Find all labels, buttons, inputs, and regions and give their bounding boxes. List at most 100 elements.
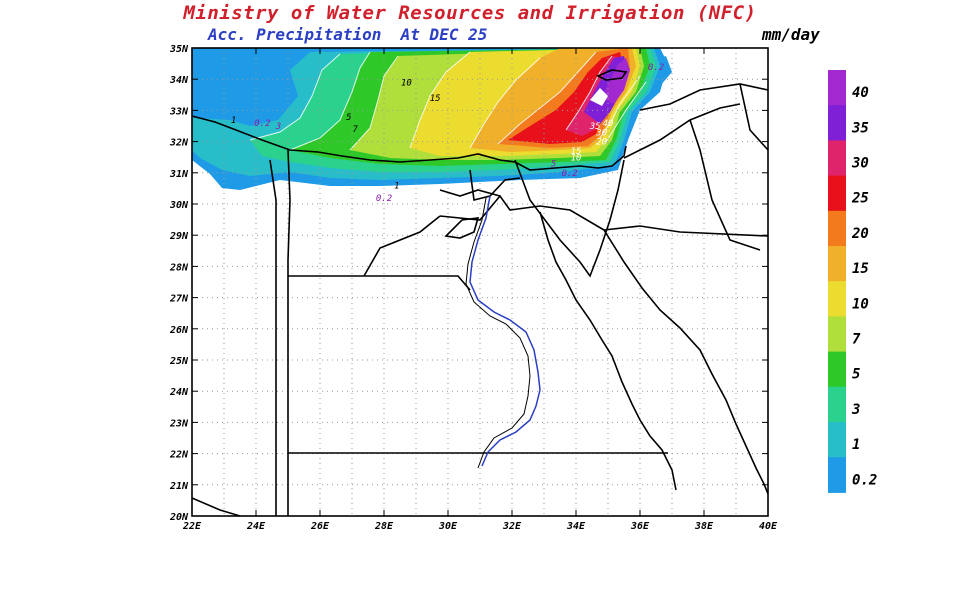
colorbar-label: 10 <box>852 296 869 312</box>
border-east <box>739 83 769 151</box>
lon-tick-label: 32E <box>502 521 522 532</box>
lat-tick-label: 32N <box>169 138 189 149</box>
province-line-2 <box>363 215 441 277</box>
province-line-4 <box>439 189 501 197</box>
boundaries <box>191 69 769 517</box>
contour-label: 7 <box>352 125 358 135</box>
colorbar-segment <box>828 105 846 141</box>
plot-frame <box>191 47 769 517</box>
province-line-3 <box>439 194 605 231</box>
province-line <box>288 275 471 291</box>
nile-banks <box>465 197 531 469</box>
lon-tick-label: 38E <box>694 521 714 532</box>
lat-tick-label: 31N <box>169 169 189 180</box>
coastline-mediterranean <box>191 115 627 171</box>
unit-label: mm/day <box>762 25 820 44</box>
contour-label: 15 <box>571 147 582 157</box>
lat-tick-label: 24N <box>169 387 189 398</box>
lon-tick-label: 26E <box>310 521 330 532</box>
contour-label: 10 <box>401 78 412 88</box>
colorbar-segment <box>828 175 846 212</box>
coast-red-sea-arabia <box>603 229 769 495</box>
colorbar-label: 7 <box>852 332 861 348</box>
colorbar-segment <box>828 140 846 177</box>
border-iraq <box>689 119 761 251</box>
contour-label: 5 <box>346 113 351 123</box>
lat-tick-label: 23N <box>169 418 189 429</box>
lat-tick-label: 22N <box>169 450 189 461</box>
colorbar: 40 35 30 25 20 15 10 7 5 3 1 0.2 <box>828 70 877 493</box>
lon-tick-label: 40E <box>759 521 778 532</box>
lat-tick-label: 33N <box>169 106 189 117</box>
contour-label: 35 <box>589 122 601 132</box>
fayoum-outline <box>444 217 480 239</box>
border-syria <box>639 83 769 111</box>
colorbar-label: 25 <box>851 191 869 207</box>
contour-label: 0.2 <box>376 194 392 204</box>
lat-tick-label: 26N <box>169 325 189 336</box>
contour-label: 1 <box>231 116 236 126</box>
colorbar-segment <box>828 281 846 317</box>
lat-tick-label: 21N <box>169 481 189 492</box>
colorbar-label: 1 <box>852 437 860 453</box>
lon-tick-label: 30E <box>438 521 458 532</box>
contour-label: 3 <box>275 122 281 132</box>
lat-tick-label: 30N <box>169 200 189 211</box>
colorbar-segment <box>828 351 846 388</box>
lat-tick-label: 28N <box>169 262 189 273</box>
colorbar-segment <box>828 70 846 106</box>
precip-fill-layer <box>192 48 672 190</box>
contour-label: 40 <box>603 119 614 129</box>
colorbar-label: 40 <box>852 85 869 101</box>
lon-tick-label: 28E <box>374 521 394 532</box>
border-chad <box>191 497 241 517</box>
colorbar-label: 5 <box>852 367 860 383</box>
precip-gap <box>590 88 608 106</box>
lon-tick-label: 22E <box>182 521 202 532</box>
chart-title: Ministry of Water Resources and Irrigati… <box>183 2 757 24</box>
lon-tick-label: 34E <box>566 521 586 532</box>
border-libya-inner <box>269 159 277 516</box>
axis-ticks <box>191 47 769 517</box>
border-saudi <box>603 225 769 237</box>
colorbar-segment <box>828 316 846 353</box>
chart-subtitle: Acc. Precipitation At DEC 25 <box>208 25 488 44</box>
colorbar-label: 15 <box>852 261 869 277</box>
contour-label: 0.2 <box>254 119 270 129</box>
contour-label: 5 <box>551 160 556 170</box>
nile-river <box>469 195 541 467</box>
colorbar-segment <box>828 457 846 493</box>
border-egypt-libya <box>287 149 291 516</box>
contour-label: 1 <box>394 181 399 191</box>
colorbar-label: 35 <box>851 120 869 136</box>
longitude-labels: 22E 24E 26E 28E 30E 32E 34E 36E 38E 40E <box>182 521 778 532</box>
precip-band-40 <box>602 58 630 104</box>
lat-tick-label: 35N <box>169 44 189 55</box>
lat-tick-label: 34N <box>169 75 189 86</box>
colorbar-segment <box>828 386 846 423</box>
border-jordan <box>623 103 741 159</box>
latitude-labels: 35N 34N 33N 32N 31N 30N 29N 28N 27N 26N 25N 24N 23N 2… <box>169 44 189 523</box>
lat-tick-label: 20N <box>169 512 189 523</box>
colorbar-segment <box>828 422 846 458</box>
contour-label: 0.2 <box>648 63 664 73</box>
contour-label: 30 <box>595 128 607 138</box>
contour-lines <box>249 51 647 151</box>
contour-label: 0.2 <box>561 169 577 179</box>
lat-tick-label: 27N <box>169 294 189 305</box>
colorbar-label: 20 <box>851 226 869 242</box>
colorbar-label: 3 <box>851 402 860 418</box>
colorbar-segment <box>828 246 846 282</box>
lon-tick-label: 36E <box>630 521 650 532</box>
coast-red-sea-egypt <box>539 211 677 491</box>
contour-label: 15 <box>430 94 441 104</box>
contour-label: 20 <box>596 138 607 148</box>
lat-tick-label: 25N <box>169 356 189 367</box>
colorbar-label: 0.2 <box>852 472 877 488</box>
colorbar-segment <box>828 210 846 247</box>
lat-tick-label: 29N <box>169 231 189 242</box>
contour-label: 10 <box>571 153 582 163</box>
cyprus <box>596 69 628 81</box>
